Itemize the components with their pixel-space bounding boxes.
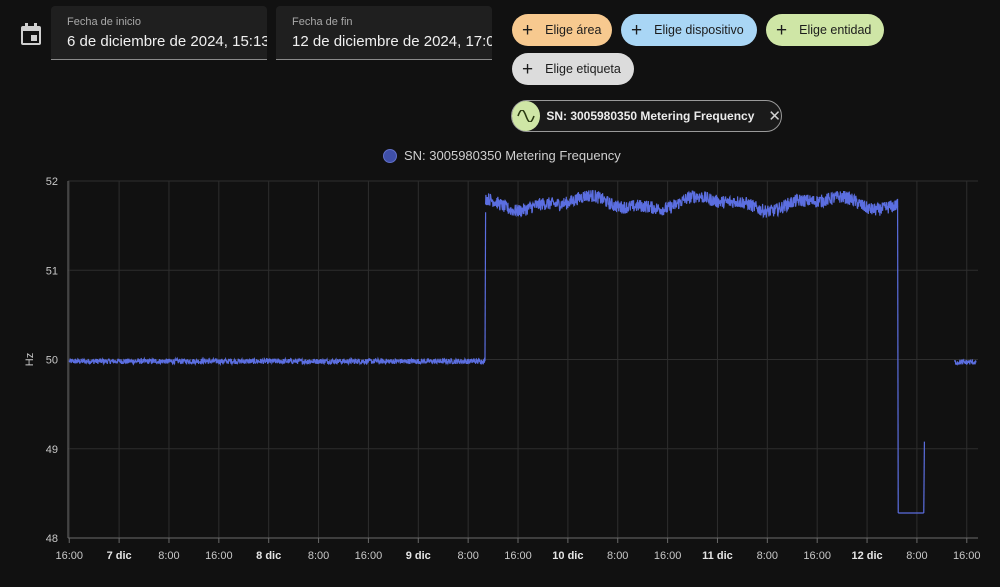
choose-entity-label: Elige entidad: [799, 23, 872, 37]
series-line-segment: [954, 358, 977, 366]
plus-icon: +: [522, 19, 534, 41]
close-icon[interactable]: ✕: [768, 108, 781, 125]
y-tick-label: 50: [46, 355, 58, 367]
choose-device-label: Elige dispositivo: [654, 23, 744, 37]
x-tick-label: 16:00: [803, 550, 831, 562]
legend-label: SN: 3005980350 Metering Frequency: [404, 148, 621, 163]
series-line-segment: [896, 198, 899, 514]
plus-icon: +: [522, 58, 534, 80]
x-tick-label: 9 dic: [406, 550, 431, 562]
series-line-segment: [485, 189, 899, 219]
start-date-field[interactable]: Fecha de inicio 6 de diciembre de 2024, …: [51, 6, 267, 60]
choose-area-button[interactable]: + Elige área: [512, 14, 612, 46]
series-line-segment: [923, 441, 925, 514]
x-axis: 16:00 7 dic 8:00 16:00 8 dic 8:00 16:00 9 dic 8:…: [55, 181, 981, 562]
x-tick-label: 8:00: [607, 550, 628, 562]
y-tick-label: 52: [46, 176, 58, 188]
plus-icon: +: [776, 19, 788, 41]
x-tick-label: 8:00: [308, 550, 329, 562]
selected-entity-label: SN: 3005980350 Metering Frequency: [546, 109, 755, 123]
chart-series: [68, 189, 977, 514]
x-tick-label: 7 dic: [107, 550, 132, 562]
start-date-value[interactable]: 6 de diciembre de 2024, 15:13: [67, 33, 267, 50]
chart-legend[interactable]: SN: 3005980350 Metering Frequency: [383, 148, 621, 163]
choose-entity-button[interactable]: + Elige entidad: [766, 14, 884, 46]
y-axis-label: Hz: [24, 353, 36, 366]
x-tick-label: 8 dic: [256, 550, 281, 562]
x-tick-label: 8:00: [158, 550, 179, 562]
choose-area-label: Elige área: [545, 23, 602, 37]
x-tick-label: 16:00: [355, 550, 383, 562]
sine-wave-icon: [512, 101, 541, 131]
x-tick-label: 12 dic: [851, 550, 882, 562]
choose-device-button[interactable]: + Elige dispositivo: [621, 14, 757, 46]
x-tick-label: 8:00: [457, 550, 478, 562]
selected-entity-chip[interactable]: SN: 3005980350 Metering Frequency ✕: [511, 100, 782, 132]
legend-dot: [383, 148, 397, 163]
series-line-segment: [68, 356, 486, 367]
end-date-label: Fecha de fin: [292, 16, 353, 28]
x-tick-label: 16:00: [953, 550, 981, 562]
end-date-value[interactable]: 12 de diciembre de 2024, 17:0: [292, 33, 492, 50]
x-tick-label: 16:00: [504, 550, 532, 562]
y-axis: 52 51 50 49 48: [46, 176, 58, 545]
series-line-segment: [484, 212, 487, 362]
y-tick-label: 48: [46, 533, 58, 545]
x-tick-label: 16:00: [654, 550, 682, 562]
start-date-label: Fecha de inicio: [67, 16, 141, 28]
x-tick-label: 10 dic: [552, 550, 583, 562]
choose-label-button[interactable]: + Elige etiqueta: [512, 53, 634, 85]
plus-icon: +: [631, 19, 643, 41]
x-tick-label: 16:00: [55, 550, 83, 562]
x-tick-label: 16:00: [205, 550, 233, 562]
y-tick-label: 51: [46, 265, 58, 277]
x-tick-label: 11 dic: [702, 550, 733, 562]
end-date-field[interactable]: Fecha de fin 12 de diciembre de 2024, 17…: [276, 6, 492, 60]
choose-label-label: Elige etiqueta: [545, 62, 621, 76]
calendar-icon[interactable]: [20, 22, 42, 46]
x-tick-label: 8:00: [906, 550, 927, 562]
y-tick-label: 49: [46, 444, 58, 456]
x-tick-label: 8:00: [757, 550, 778, 562]
